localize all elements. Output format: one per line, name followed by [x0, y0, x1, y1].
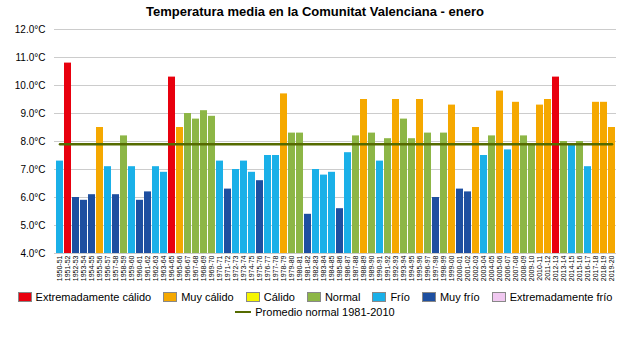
svg-text:1965-66: 1965-66	[176, 255, 183, 281]
svg-text:1966-67: 1966-67	[184, 255, 191, 281]
svg-text:1970-71: 1970-71	[216, 255, 223, 281]
svg-text:1954-55: 1954-55	[88, 255, 95, 281]
svg-text:1952-53: 1952-53	[72, 255, 79, 281]
svg-text:2006-07: 2006-07	[504, 255, 511, 281]
svg-text:1962-63: 1962-63	[152, 255, 159, 281]
svg-text:1971-72: 1971-72	[224, 255, 231, 281]
html-text:Muy cálido: Muy cálido	[181, 291, 234, 303]
svg-text:1968-69: 1968-69	[200, 255, 207, 281]
svg-text:2004-05: 2004-05	[488, 255, 495, 281]
svg-text:1975-76: 1975-76	[256, 255, 263, 281]
svg-text:4.0°C: 4.0°C	[20, 248, 45, 259]
html-text:Frío: Frío	[390, 291, 410, 303]
svg-text:1990-91: 1990-91	[376, 255, 383, 281]
svg-text:2000-01: 2000-01	[456, 255, 463, 281]
svg-text:12.0°C: 12.0°C	[15, 24, 46, 35]
svg-text:1992-93: 1992-93	[392, 255, 399, 281]
svg-text:2009-10: 2009-10	[528, 255, 535, 281]
svg-text:2019-20: 2019-20	[608, 255, 615, 281]
svg-text:1969-70: 1969-70	[208, 255, 215, 281]
svg-text:1986-87: 1986-87	[344, 255, 351, 281]
svg-text:5.0°C: 5.0°C	[20, 220, 45, 231]
svg-text:1981-82: 1981-82	[304, 255, 311, 281]
svg-text:1953-54: 1953-54	[80, 255, 87, 281]
svg-text:1989-90: 1989-90	[368, 255, 375, 281]
svg-text:6.0°C: 6.0°C	[20, 192, 45, 203]
svg-text:1972-73: 1972-73	[232, 255, 239, 281]
svg-text:1951-52: 1951-52	[64, 255, 71, 281]
svg-text:2007-08: 2007-08	[512, 255, 519, 281]
html-text:Promedio normal 1981-2010: Promedio normal 1981-2010	[255, 306, 395, 318]
svg-text:1956-57: 1956-57	[104, 255, 111, 281]
html-text:Temperatura media en la Comuni: Temperatura media en la Comunitat Valenc…	[146, 4, 484, 19]
svg-text:1955-56: 1955-56	[96, 255, 103, 281]
svg-text:1977-78: 1977-78	[272, 255, 279, 281]
svg-text:2010-11: 2010-11	[536, 255, 543, 280]
html-text:Normal: Normal	[324, 291, 361, 303]
svg-text:2015-16: 2015-16	[576, 255, 583, 281]
svg-text:1999-00: 1999-00	[448, 255, 455, 281]
svg-text:1976-77: 1976-77	[264, 255, 271, 281]
svg-text:1994-95: 1994-95	[408, 255, 415, 281]
svg-text:1996-97: 1996-97	[424, 255, 431, 281]
svg-text:2018-19: 2018-19	[600, 255, 607, 281]
svg-text:2001-02: 2001-02	[464, 255, 471, 281]
svg-text:1974-75: 1974-75	[248, 255, 255, 281]
svg-text:9.0°C: 9.0°C	[20, 108, 45, 119]
svg-text:1963-64: 1963-64	[160, 255, 167, 281]
svg-text:1961-62: 1961-62	[144, 255, 151, 281]
svg-text:2002-03: 2002-03	[472, 255, 479, 281]
svg-text:1957-58: 1957-58	[112, 255, 119, 281]
svg-text:1998-99: 1998-99	[440, 255, 447, 281]
svg-text:2012-13: 2012-13	[552, 255, 559, 281]
svg-text:2017-18: 2017-18	[592, 255, 599, 281]
svg-text:1991-92: 1991-92	[384, 255, 391, 281]
svg-text:1959-60: 1959-60	[128, 255, 135, 281]
svg-text:1979-80: 1979-80	[288, 255, 295, 281]
html-text:Muy frío: Muy frío	[439, 291, 480, 303]
svg-text:1997-98: 1997-98	[432, 255, 439, 281]
svg-text:11.0°C: 11.0°C	[16, 52, 46, 63]
svg-text:1950-51: 1950-51	[56, 255, 63, 281]
svg-text:1964-65: 1964-65	[168, 255, 175, 281]
svg-text:1988-89: 1988-89	[360, 255, 367, 281]
svg-text:1958-59: 1958-59	[120, 255, 127, 281]
html-text:Cálido: Cálido	[263, 291, 295, 303]
html-text:Extremadamente cálido: Extremadamente cálido	[35, 291, 152, 303]
svg-text:1987-88: 1987-88	[352, 255, 359, 281]
svg-text:2003-04: 2003-04	[480, 255, 487, 281]
svg-text:7.0°C: 7.0°C	[20, 164, 45, 175]
svg-text:1978-79: 1978-79	[280, 255, 287, 281]
svg-text:1993-94: 1993-94	[400, 255, 407, 281]
html-text:Extremadamente frío: Extremadamente frío	[509, 291, 613, 303]
svg-text:8.0°C: 8.0°C	[20, 136, 45, 147]
svg-text:1980-81: 1980-81	[296, 255, 303, 281]
svg-text:1982-83: 1982-83	[312, 255, 319, 281]
svg-text:1967-68: 1967-68	[192, 255, 199, 281]
svg-text:2011-12: 2011-12	[544, 255, 551, 280]
svg-text:1973-74: 1973-74	[240, 255, 247, 281]
svg-text:10.0°C: 10.0°C	[15, 80, 46, 91]
svg-text:2005-06: 2005-06	[496, 255, 503, 281]
svg-text:2014-15: 2014-15	[568, 255, 575, 281]
svg-text:1960-61: 1960-61	[136, 255, 143, 281]
svg-text:1983-84: 1983-84	[320, 255, 327, 281]
svg-text:1984-85: 1984-85	[328, 255, 335, 281]
svg-text:2013-14: 2013-14	[560, 255, 567, 281]
svg-text:2016-17: 2016-17	[584, 255, 591, 281]
svg-text:2008-09: 2008-09	[520, 255, 527, 281]
svg-text:1985-86: 1985-86	[336, 255, 343, 281]
svg-text:1995-96: 1995-96	[416, 255, 423, 281]
